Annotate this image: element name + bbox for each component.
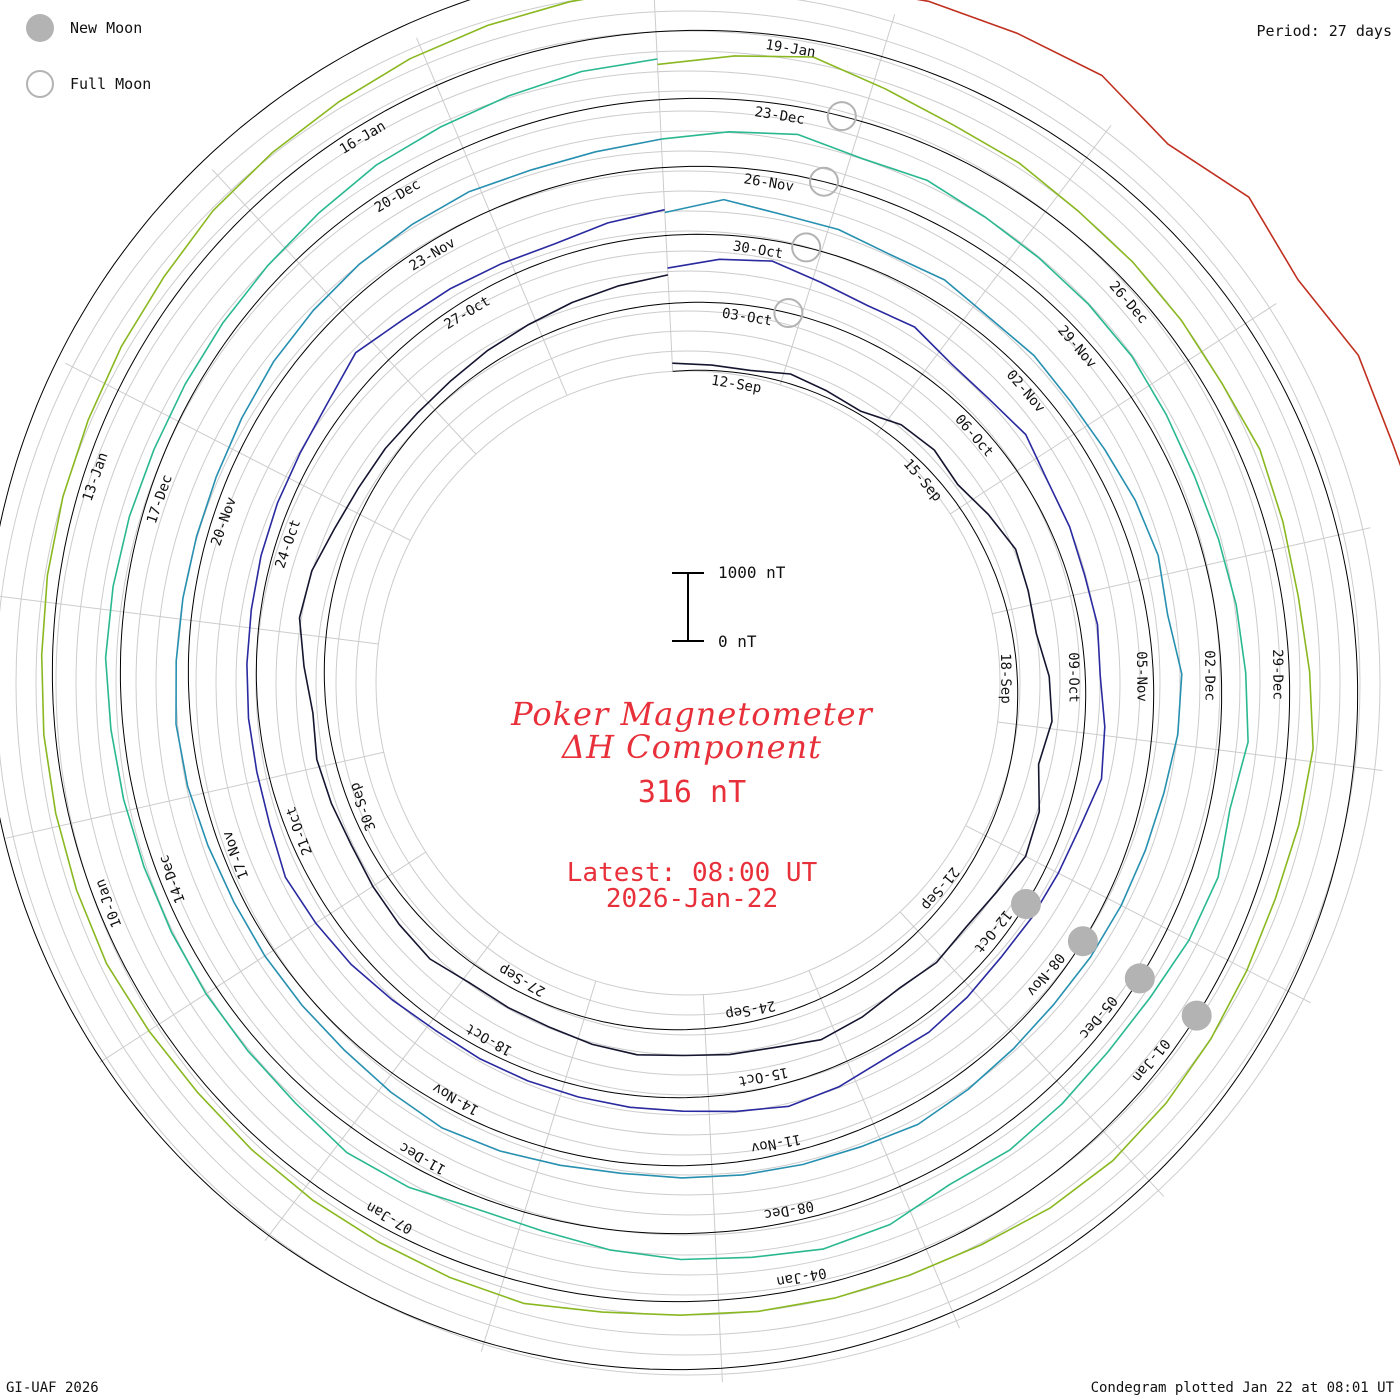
grid-circle	[235, 230, 1141, 1136]
date-label: 11-Nov	[750, 1131, 803, 1156]
series-rotation-2	[246, 208, 1106, 1113]
date-label: 17-Nov	[220, 828, 253, 881]
grid-circle	[15, 10, 1361, 1356]
new-moon-marker	[1067, 926, 1098, 957]
grid-spoke	[0, 595, 379, 645]
date-label: 08-Dec	[762, 1197, 815, 1222]
grid-spoke	[211, 169, 477, 455]
new-moon-icon	[26, 14, 54, 42]
grid-spoke	[65, 362, 411, 541]
series-rotation-3	[175, 138, 1183, 1179]
date-label: 26-Nov	[742, 171, 794, 195]
period-label: Period: 27 days	[1256, 22, 1392, 40]
credit: GI-UAF 2026	[6, 1380, 99, 1396]
grid-circle	[355, 350, 1021, 1016]
date-label: 18-Sep	[997, 653, 1014, 704]
date-label: 03-Oct	[721, 306, 773, 330]
date-label: 29-Dec	[1269, 649, 1286, 700]
grid-circle	[115, 110, 1261, 1256]
date-label: 02-Dec	[1201, 650, 1218, 701]
date-label: 30-Oct	[732, 238, 784, 262]
grid-circle	[335, 330, 1041, 1036]
legend-new-moon: New Moon	[26, 14, 142, 42]
full-moon-label: Full Moon	[70, 75, 152, 93]
series-rotation-4	[104, 58, 1249, 1261]
grid-spoke	[899, 911, 1165, 1197]
date-label: 14-Dec	[156, 853, 189, 906]
date-label: 17-Dec	[144, 473, 176, 526]
grid-spoke	[416, 37, 568, 396]
grid-spoke	[653, 0, 674, 372]
grid-spoke	[965, 825, 1311, 1004]
full-moon-marker	[809, 166, 839, 197]
grid-circle	[75, 70, 1301, 1296]
new-moon-label: New Moon	[70, 19, 143, 37]
grid-circle	[175, 170, 1201, 1196]
grid-circle	[155, 150, 1221, 1216]
grid-circle	[95, 90, 1281, 1276]
date-label: 04-Jan	[775, 1264, 828, 1289]
baseline-spiral	[0, 0, 1359, 1371]
full-moon-marker	[791, 232, 822, 263]
date-label: 19-Jan	[764, 37, 816, 61]
grid-spoke	[808, 970, 960, 1329]
full-moon-marker	[826, 101, 857, 132]
grid-spoke	[5, 751, 384, 839]
date-label: 21-Oct	[283, 804, 316, 857]
grid-circle	[35, 30, 1341, 1336]
grid-spoke	[480, 980, 597, 1352]
grid-spoke	[997, 721, 1383, 771]
grid-circle	[375, 370, 1001, 996]
grid-spoke	[264, 931, 500, 1242]
date-label: 21-Sep	[918, 864, 962, 913]
grid-circle	[0, 0, 1381, 1376]
series-rotation-5	[40, 0, 1314, 1316]
new-moon-marker	[1011, 889, 1041, 919]
date-label: 24-Oct	[272, 517, 304, 570]
date-label: 23-Dec	[753, 104, 805, 128]
grid-circle	[295, 290, 1081, 1076]
date-label: 12-Sep	[710, 373, 762, 397]
plotted-note: Condegram plotted Jan 22 at 08:01 UT	[1090, 1380, 1394, 1396]
grid-circle	[195, 190, 1181, 1176]
series-rotation-6	[916, 0, 1400, 467]
date-label: 13-Jan	[80, 450, 112, 503]
date-label: 05-Nov	[1133, 651, 1150, 702]
date-label: 09-Oct	[1065, 652, 1082, 703]
grid-spoke	[992, 527, 1371, 615]
grid-spoke	[779, 14, 896, 386]
date-label: 20-Nov	[208, 495, 240, 548]
grid-circle	[215, 210, 1161, 1156]
grid-spoke	[702, 994, 723, 1383]
series-rotation-1	[298, 274, 1053, 1057]
new-moon-marker	[1181, 1000, 1212, 1031]
date-label: 24-Sep	[724, 997, 777, 1022]
date-label: 30-Sep	[347, 780, 380, 833]
grid-circle	[315, 310, 1061, 1056]
new-moon-marker	[1124, 963, 1155, 994]
grid-circle	[55, 50, 1321, 1316]
grid-spoke	[949, 303, 1277, 515]
grid-spoke	[876, 124, 1112, 435]
full-moon-marker	[773, 298, 804, 328]
grid-spoke	[99, 851, 427, 1063]
grid-circle	[275, 270, 1101, 1096]
full-moon-icon	[26, 70, 54, 98]
date-label: 10-Jan	[92, 877, 125, 930]
legend-full-moon: Full Moon	[26, 70, 151, 98]
grid-circle	[135, 130, 1241, 1236]
grid-circle	[255, 250, 1121, 1116]
